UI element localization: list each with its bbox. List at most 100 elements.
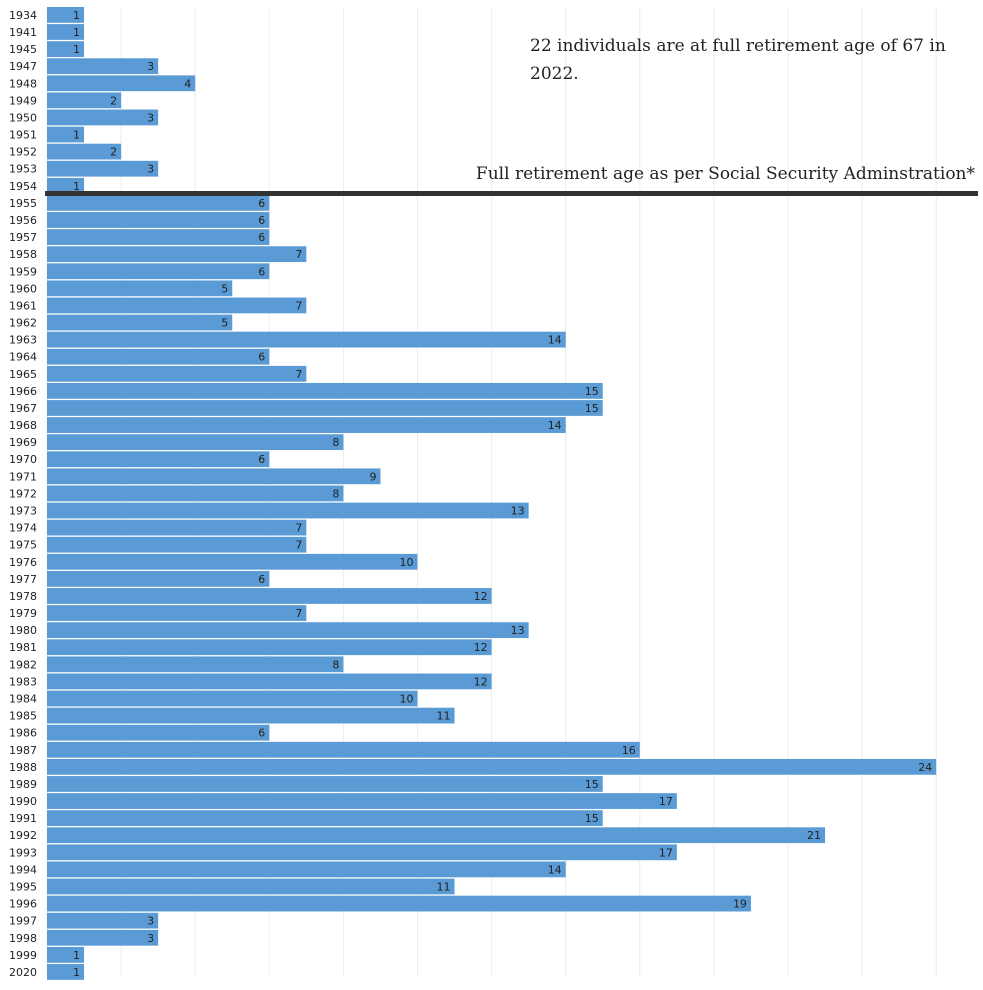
- bar: [47, 570, 270, 587]
- bar-value-label: 6: [258, 231, 265, 244]
- y-tick-label: 1963: [9, 334, 37, 347]
- y-tick-label: 1962: [9, 317, 37, 330]
- y-tick-label: 1951: [9, 129, 37, 142]
- bar-value-label: 5: [221, 282, 228, 295]
- y-tick-label: 1954: [9, 180, 37, 193]
- bar: [47, 690, 418, 707]
- bar: [47, 194, 270, 211]
- y-tick-label: 1965: [9, 368, 37, 381]
- bar-value-label: 1: [73, 129, 80, 142]
- bar: [47, 605, 307, 621]
- bar: [47, 263, 270, 280]
- bar: [47, 895, 751, 912]
- bar-value-label: 3: [147, 915, 154, 928]
- bar-value-label: 14: [548, 334, 562, 347]
- y-tick-label: 1967: [9, 402, 37, 415]
- bar: [47, 741, 640, 758]
- bar-value-label: 1: [73, 26, 80, 39]
- bar: [47, 656, 344, 673]
- bar-value-label: 4: [184, 77, 191, 90]
- y-tick-label: 1945: [9, 43, 37, 56]
- bar: [47, 229, 270, 245]
- reference-line-label: Full retirement age as per Social Securi…: [475, 164, 975, 184]
- y-tick-label: 2020: [9, 966, 37, 979]
- bar: [47, 331, 566, 348]
- y-tick-label: 1953: [9, 163, 37, 176]
- y-tick-label: 1971: [9, 470, 37, 483]
- y-tick-label: 1983: [9, 675, 37, 688]
- y-tick-label: 1979: [9, 607, 37, 620]
- bar-value-label: 3: [147, 932, 154, 945]
- y-tick-label: 1957: [9, 231, 37, 244]
- bar: [47, 246, 307, 263]
- bar-value-label: 12: [474, 675, 488, 688]
- bar-value-label: 6: [258, 573, 265, 586]
- bar: [47, 109, 159, 126]
- y-tick-label: 1988: [9, 761, 37, 774]
- y-tick-label: 1996: [9, 898, 37, 911]
- bar-value-label: 1: [73, 43, 80, 56]
- bar: [47, 810, 603, 827]
- bar: [47, 75, 196, 92]
- y-tick-label: 1992: [9, 829, 37, 842]
- bar-value-label: 1: [73, 9, 80, 22]
- y-tick-label: 1960: [9, 282, 37, 295]
- bar: [47, 7, 85, 23]
- bar-value-label: 7: [295, 248, 302, 261]
- y-tick-label: 1993: [9, 846, 37, 859]
- bar: [47, 946, 85, 963]
- bar: [47, 519, 307, 536]
- bar: [47, 536, 307, 553]
- bar-value-label: 6: [258, 197, 265, 210]
- y-tick-label: 1948: [9, 77, 37, 90]
- bar-value-label: 15: [585, 778, 599, 791]
- bar: [47, 878, 455, 895]
- bar-value-label: 9: [369, 470, 376, 483]
- annotation-text: 22 individuals are at full retirement ag…: [530, 36, 946, 84]
- bar-value-label: 1: [73, 949, 80, 962]
- y-tick-label: 1959: [9, 265, 37, 278]
- bar-value-label: 10: [400, 693, 414, 706]
- bar: [47, 673, 492, 690]
- bar-value-label: 17: [659, 795, 673, 808]
- y-tick-label: 1980: [9, 624, 37, 637]
- bar-value-label: 10: [400, 556, 414, 569]
- bar-value-label: 2: [110, 146, 117, 159]
- bar-value-label: 7: [295, 522, 302, 535]
- bar: [47, 912, 159, 929]
- bar-value-label: 15: [585, 812, 599, 825]
- bar: [47, 160, 159, 177]
- bar: [47, 177, 85, 194]
- bar-value-label: 8: [332, 487, 339, 500]
- bar: [47, 793, 677, 809]
- bar-value-label: 12: [474, 641, 488, 654]
- bar: [47, 126, 85, 143]
- bar: [47, 622, 529, 639]
- bar: [47, 280, 233, 297]
- y-tick-label: 1978: [9, 590, 37, 603]
- bar-value-label: 6: [258, 727, 265, 740]
- y-tick-label: 1964: [9, 351, 37, 364]
- y-tick-label: 1989: [9, 778, 37, 791]
- bar-value-label: 6: [258, 265, 265, 278]
- bar: [47, 365, 307, 382]
- bar: [47, 297, 307, 314]
- bar: [47, 212, 270, 228]
- y-tick-label: 1985: [9, 710, 37, 723]
- bar: [47, 41, 85, 57]
- y-tick-label: 1966: [9, 385, 37, 398]
- bar-value-label: 16: [622, 744, 636, 757]
- bar-value-label: 3: [147, 60, 154, 73]
- bar-value-label: 2: [110, 94, 117, 107]
- bar-value-label: 3: [147, 163, 154, 176]
- y-tick-label: 1952: [9, 146, 37, 159]
- bar: [47, 348, 270, 365]
- y-tick-label: 1970: [9, 453, 37, 466]
- bar-value-label: 8: [332, 658, 339, 671]
- bar: [47, 758, 937, 775]
- bar: [47, 964, 85, 980]
- bar: [47, 143, 122, 160]
- y-tick-label: 1956: [9, 214, 37, 227]
- bar: [47, 58, 159, 75]
